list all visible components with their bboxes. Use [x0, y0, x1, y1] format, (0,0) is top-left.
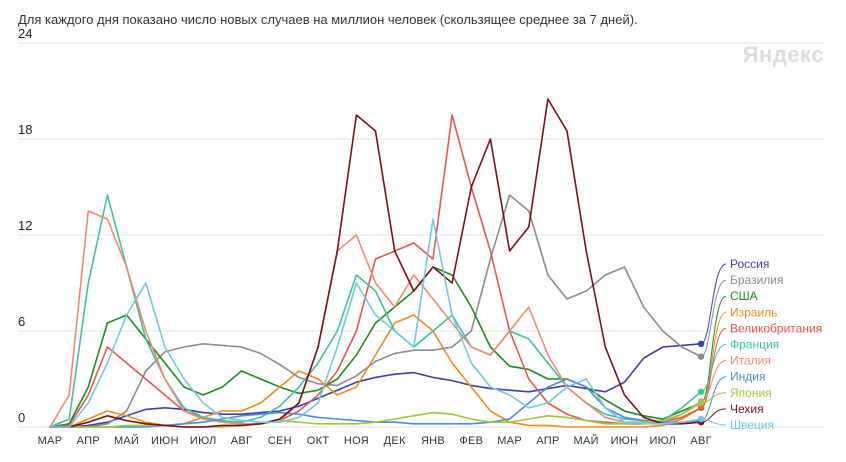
x-tick-label: ИЮЛ	[649, 435, 676, 447]
legend-label: Израиль	[730, 305, 777, 319]
series-line	[49, 378, 702, 428]
legend-leader-line	[701, 418, 727, 426]
x-tick-label: ОКТ	[307, 435, 330, 447]
x-tick-label: МАР	[497, 435, 522, 447]
x-tick-label: ФЕВ	[459, 435, 483, 447]
legend-label: Чехия	[730, 402, 764, 416]
legend-leader-line	[700, 263, 727, 345]
legend-label: Италия	[730, 354, 771, 368]
legend-label: Индия	[730, 370, 765, 384]
x-tick-label: СЕН	[268, 435, 292, 447]
x-tick-label: АВГ	[690, 435, 712, 447]
x-tick-label: НОЯ	[344, 435, 369, 447]
y-tick-label: 12	[18, 218, 32, 233]
x-tick-label: АВГ	[231, 435, 253, 447]
legend-leader-line	[700, 279, 727, 358]
legend-label: США	[730, 289, 758, 303]
x-tick-label: ЯНВ	[421, 435, 445, 447]
x-tick-label: ИЮН	[611, 435, 639, 447]
x-tick-label: АПР	[536, 435, 559, 447]
series-line	[49, 194, 702, 428]
series-line	[49, 266, 702, 428]
y-tick-label: 18	[18, 122, 32, 137]
y-tick-label: 6	[18, 314, 25, 329]
series-end-marker	[697, 399, 705, 407]
series-line	[49, 210, 702, 428]
x-tick-label: АПР	[77, 435, 100, 447]
series-end-marker	[697, 404, 705, 411]
series-end-marker	[697, 388, 705, 395]
x-tick-label: МАЙ	[114, 434, 139, 447]
legend-label: Великобритания	[730, 321, 822, 335]
legend-label: Франция	[730, 338, 779, 352]
x-tick-label: ИЮЛ	[190, 435, 217, 447]
legend-leader-line	[700, 295, 727, 404]
x-tick-label: ИЮН	[151, 435, 179, 447]
series-line	[49, 218, 702, 428]
series-end-marker	[697, 415, 705, 423]
series-line	[49, 314, 702, 428]
legend-label: Россия	[730, 257, 769, 271]
y-tick-label: 24	[18, 26, 32, 41]
x-tick-label: МАЙ	[574, 434, 599, 447]
series-line	[49, 114, 702, 428]
legend-label: Швеция	[730, 418, 774, 432]
chart-subtitle: Для каждого дня показано число новых слу…	[18, 12, 638, 27]
yandex-watermark: Яндекс	[742, 42, 824, 67]
series-end-marker	[697, 353, 705, 360]
series-end-marker	[697, 340, 705, 347]
y-tick-label: 0	[18, 410, 25, 425]
x-tick-label: ДЕК	[384, 435, 406, 447]
series-line	[49, 98, 702, 428]
legend-label: Бразилия	[730, 273, 784, 287]
legend-label: Япония	[730, 386, 772, 400]
x-tick-label: МАР	[38, 435, 63, 447]
legend-leader-line	[701, 408, 727, 423]
